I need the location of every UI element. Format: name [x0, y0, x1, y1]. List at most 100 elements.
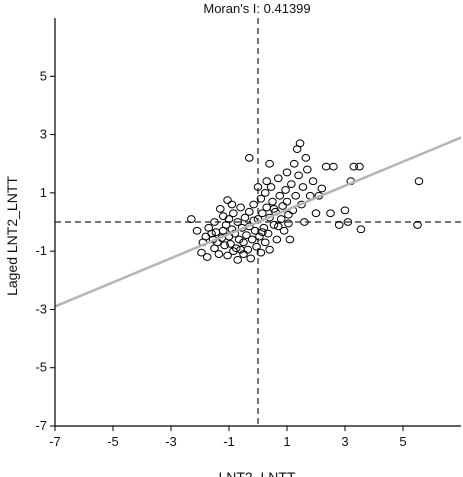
scatter-point — [303, 165, 312, 174]
scatter-point — [243, 245, 253, 254]
scatter-point — [226, 239, 235, 248]
y-tick-label: 1 — [40, 185, 47, 200]
scatter-point — [231, 244, 241, 253]
scatter-point — [214, 250, 224, 258]
scatter-point — [259, 223, 269, 232]
scatter-point — [274, 222, 283, 231]
scatter-point — [263, 229, 273, 238]
scatter-point — [233, 255, 242, 264]
axes-layer: -7 -5 -3 -1 1 3 5 -7 -5 -3 -1 1 3 5 — [35, 18, 462, 449]
scatter-point — [281, 186, 290, 194]
y-tick-label: 5 — [40, 68, 47, 83]
scatter-point — [223, 251, 232, 260]
scatter-point — [266, 183, 276, 191]
scatter-point — [192, 226, 202, 235]
scatter-point — [334, 221, 344, 229]
scatter-point — [245, 207, 254, 216]
scatter-point — [295, 139, 305, 148]
x-tick-label: 5 — [399, 434, 406, 449]
y-tick-label: -1 — [35, 243, 47, 258]
scatter-point — [274, 174, 283, 183]
scatter-point — [291, 191, 301, 200]
scatter-point — [284, 210, 293, 219]
scatter-point — [269, 204, 279, 213]
scatter-point — [211, 228, 221, 237]
scatter-point — [343, 218, 353, 226]
scatter-point — [256, 194, 266, 203]
scatter-point — [349, 162, 359, 171]
scatter-point — [265, 159, 274, 168]
scatter-point — [197, 248, 206, 257]
scatter-point — [233, 218, 242, 226]
scatter-point — [262, 177, 272, 186]
scatter-point — [317, 184, 327, 193]
scatter-point — [240, 213, 250, 222]
scatter-point — [187, 215, 196, 223]
scatter-point — [321, 162, 331, 171]
scatter-point — [223, 196, 232, 205]
scatter-point — [247, 235, 257, 244]
scatter-point — [229, 209, 238, 218]
scatter-point — [282, 168, 292, 177]
scatter-point — [262, 203, 272, 212]
scatter-point — [287, 180, 296, 189]
scatter-point — [227, 200, 237, 209]
chart-title: Moran's I: 0.41399 — [203, 1, 310, 16]
scatter-point — [210, 218, 219, 226]
scatter-point — [242, 231, 251, 240]
scatter-point — [308, 177, 318, 186]
scatter-point — [246, 254, 256, 263]
y-axis-label: Laged LNT2_LNTT — [4, 176, 20, 296]
scatter-point — [201, 232, 211, 241]
y-tick-label: -7 — [35, 418, 47, 433]
scatter-point — [301, 153, 311, 162]
scatter-point — [355, 162, 364, 171]
x-tick-label: -5 — [107, 434, 119, 449]
scatter-point — [265, 245, 274, 254]
y-tick-label: -3 — [35, 301, 47, 316]
scatter-point — [249, 200, 258, 209]
scatter-point — [252, 242, 261, 251]
scatter-point — [216, 204, 225, 213]
scatter-point — [414, 177, 424, 186]
scatter-point — [311, 209, 321, 218]
x-tick-label: -3 — [165, 434, 177, 449]
scatter-point — [260, 188, 270, 197]
scatter-point — [278, 202, 287, 210]
scatter-point — [236, 203, 245, 212]
scatter-point — [300, 218, 309, 226]
scatter-point — [282, 197, 292, 206]
scatter-point — [298, 183, 308, 191]
scatter-point — [275, 191, 285, 200]
y-tick-label: -5 — [35, 360, 47, 375]
scatter-point — [340, 206, 350, 215]
x-tick-label: -7 — [49, 434, 61, 449]
scatter-point — [220, 241, 229, 250]
scatter-points — [187, 139, 424, 264]
scatter-point — [245, 153, 254, 162]
scatter-point — [268, 197, 277, 206]
scatter-point — [413, 221, 422, 229]
scatter-point — [289, 159, 299, 168]
x-axis-label: LNT2_LNTT — [218, 469, 295, 477]
scatter-point — [294, 171, 303, 180]
scatter-point — [279, 226, 289, 235]
x-tick-label: 1 — [283, 434, 290, 449]
scatter-point — [276, 215, 286, 223]
scatter-point — [253, 183, 263, 191]
y-tick-label: 3 — [40, 127, 47, 142]
scatter-point — [255, 232, 264, 241]
scatter-point — [269, 221, 279, 229]
scatter-point — [272, 235, 282, 244]
scatter-point — [285, 235, 295, 244]
scatter-point — [218, 212, 228, 221]
scatter-point — [258, 228, 267, 237]
x-tick-label: -1 — [223, 434, 235, 449]
scatter-point — [202, 253, 212, 261]
scatter-point — [224, 215, 234, 223]
scatter-point — [239, 238, 248, 247]
x-tick-label: 3 — [341, 434, 348, 449]
scatter-point — [329, 162, 338, 171]
regression-line — [54, 136, 462, 308]
